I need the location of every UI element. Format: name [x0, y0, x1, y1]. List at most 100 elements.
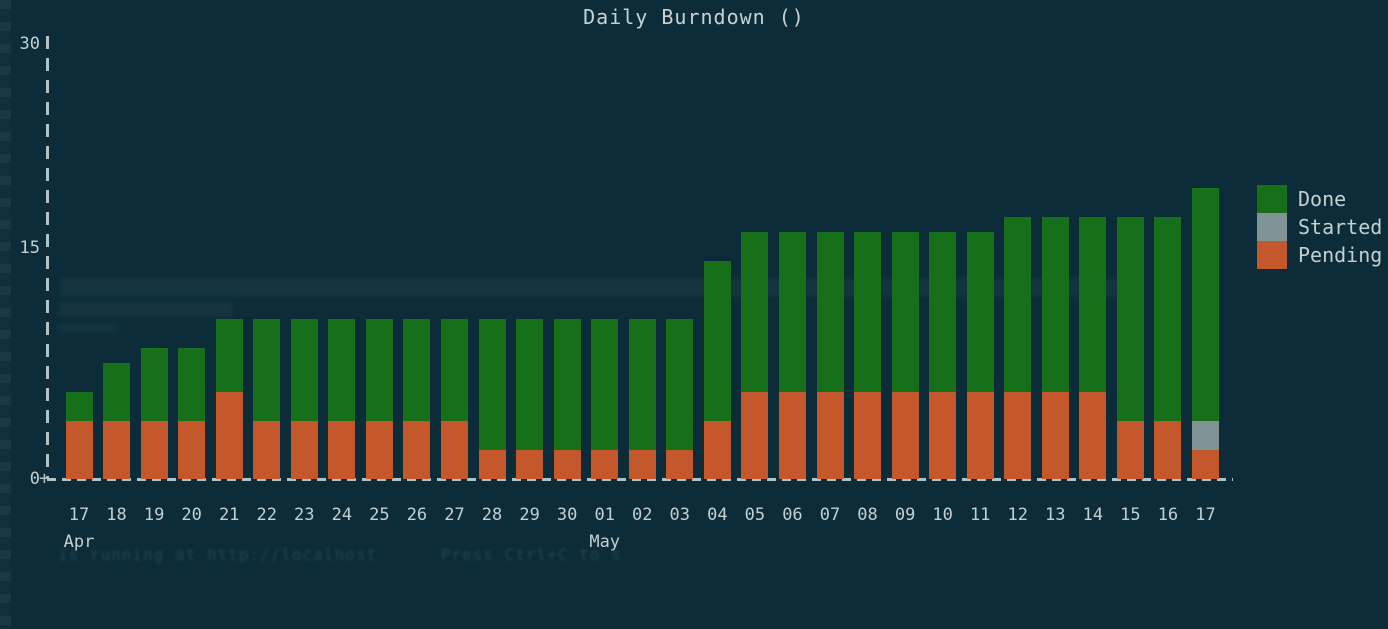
bar-10-done	[441, 319, 468, 421]
y-tick-15: 15	[19, 238, 40, 258]
x-tick-27: 14	[1082, 505, 1104, 525]
x-tick-29: 16	[1157, 505, 1179, 525]
bar-20-done	[816, 231, 844, 392]
legend-label-pending: Pending	[1298, 243, 1383, 267]
bar-1-done	[103, 362, 131, 421]
bar-21-pending	[854, 391, 882, 479]
bar-6-pending	[290, 420, 318, 479]
bar-11-pending	[478, 449, 506, 479]
bar-16-pending	[666, 449, 694, 479]
bar-13-pending	[553, 449, 581, 479]
bar-30-pending	[1192, 449, 1219, 479]
legend-swatch-started	[1257, 213, 1287, 241]
x-tick-1: 18	[106, 505, 127, 525]
bar-8-done	[365, 319, 393, 421]
chart-title: Daily Burndown ()	[583, 5, 805, 29]
bar-20-pending	[816, 391, 844, 479]
bar-16-done	[666, 319, 694, 450]
bar-28-done	[1116, 217, 1144, 421]
bar-6-done	[290, 319, 318, 421]
bar-2-pending	[140, 420, 168, 479]
x-tick-30: 17	[1195, 505, 1216, 525]
bar-24-done	[966, 231, 994, 392]
bar-23-done	[929, 231, 957, 392]
x-axis-line	[47, 478, 1233, 481]
x-tick-26: 13	[1045, 505, 1066, 525]
bar-10-pending	[441, 420, 468, 479]
x-tick-12: 29	[519, 505, 540, 525]
x-tick-11: 28	[481, 505, 503, 525]
x-tick-21: 08	[857, 505, 878, 525]
bar-27-done	[1079, 217, 1107, 392]
x-tick-6: 23	[294, 505, 315, 525]
bar-17-done	[703, 261, 731, 421]
bar-11-done	[478, 319, 506, 450]
bar-4-done	[215, 319, 243, 392]
bar-23-pending	[929, 391, 957, 479]
bar-25-pending	[1004, 391, 1032, 479]
bar-14-done	[591, 319, 619, 450]
x-tick-2: 19	[143, 505, 165, 525]
x-tick-9: 26	[406, 505, 428, 525]
bar-5-pending	[253, 420, 281, 479]
bar-8-pending	[365, 420, 393, 479]
bar-30-done	[1192, 188, 1219, 421]
x-tick-15: 02	[632, 505, 653, 525]
bar-9-done	[403, 319, 431, 421]
x-tick-5: 22	[256, 505, 277, 525]
bar-15-done	[628, 319, 656, 450]
bar-30-started	[1192, 420, 1219, 450]
bar-22-done	[891, 231, 919, 392]
month-label-may: May	[589, 532, 621, 552]
bar-21-done	[854, 231, 882, 392]
legend-label-done: Done	[1298, 187, 1347, 211]
x-tick-7: 24	[331, 505, 353, 525]
x-tick-14: 01	[594, 505, 615, 525]
bar-13-done	[553, 319, 581, 450]
bar-26-done	[1041, 217, 1069, 392]
bar-3-pending	[178, 420, 206, 479]
x-tick-19: 06	[782, 505, 803, 525]
legend-swatch-done	[1257, 185, 1287, 213]
bar-9-pending	[403, 420, 431, 479]
bar-29-done	[1154, 217, 1182, 421]
x-tick-23: 10	[932, 505, 953, 525]
x-tick-22: 09	[894, 505, 916, 525]
bar-2-done	[140, 348, 168, 421]
bar-4-pending	[215, 391, 243, 479]
bar-19-done	[778, 231, 806, 392]
y-tick-0: 0	[29, 469, 40, 489]
bar-19-pending	[778, 391, 806, 479]
bar-27-pending	[1079, 391, 1107, 479]
ghost-text-smudge	[58, 301, 233, 317]
x-tick-0: 17	[68, 505, 90, 525]
bar-29-pending	[1154, 420, 1182, 479]
bar-25-done	[1004, 217, 1032, 392]
month-label-apr: Apr	[63, 532, 95, 552]
bar-26-pending	[1041, 391, 1069, 479]
x-tick-25: 12	[1007, 505, 1028, 525]
bar-17-pending	[703, 420, 731, 479]
summary-stats: Net Fix Rate:0.1/d Estimated completion:…	[33, 581, 394, 629]
bar-7-done	[328, 319, 356, 421]
x-tick-16: 03	[669, 505, 691, 525]
y-axis-line	[46, 36, 49, 478]
x-tick-3: 20	[181, 505, 202, 525]
x-tick-18: 05	[744, 505, 766, 525]
y-tick-30: 30	[19, 34, 40, 54]
x-tick-10: 27	[444, 505, 465, 525]
bar-18-pending	[741, 391, 769, 479]
bar-14-pending	[591, 449, 619, 479]
axis-origin-plus: +	[39, 468, 50, 489]
bar-22-pending	[891, 391, 919, 479]
bar-15-pending	[628, 449, 656, 479]
x-tick-4: 21	[218, 505, 240, 525]
bar-12-pending	[516, 449, 544, 479]
bar-5-done	[253, 319, 281, 421]
bar-0-pending	[65, 420, 93, 479]
ghost-text-smudge	[58, 322, 118, 334]
